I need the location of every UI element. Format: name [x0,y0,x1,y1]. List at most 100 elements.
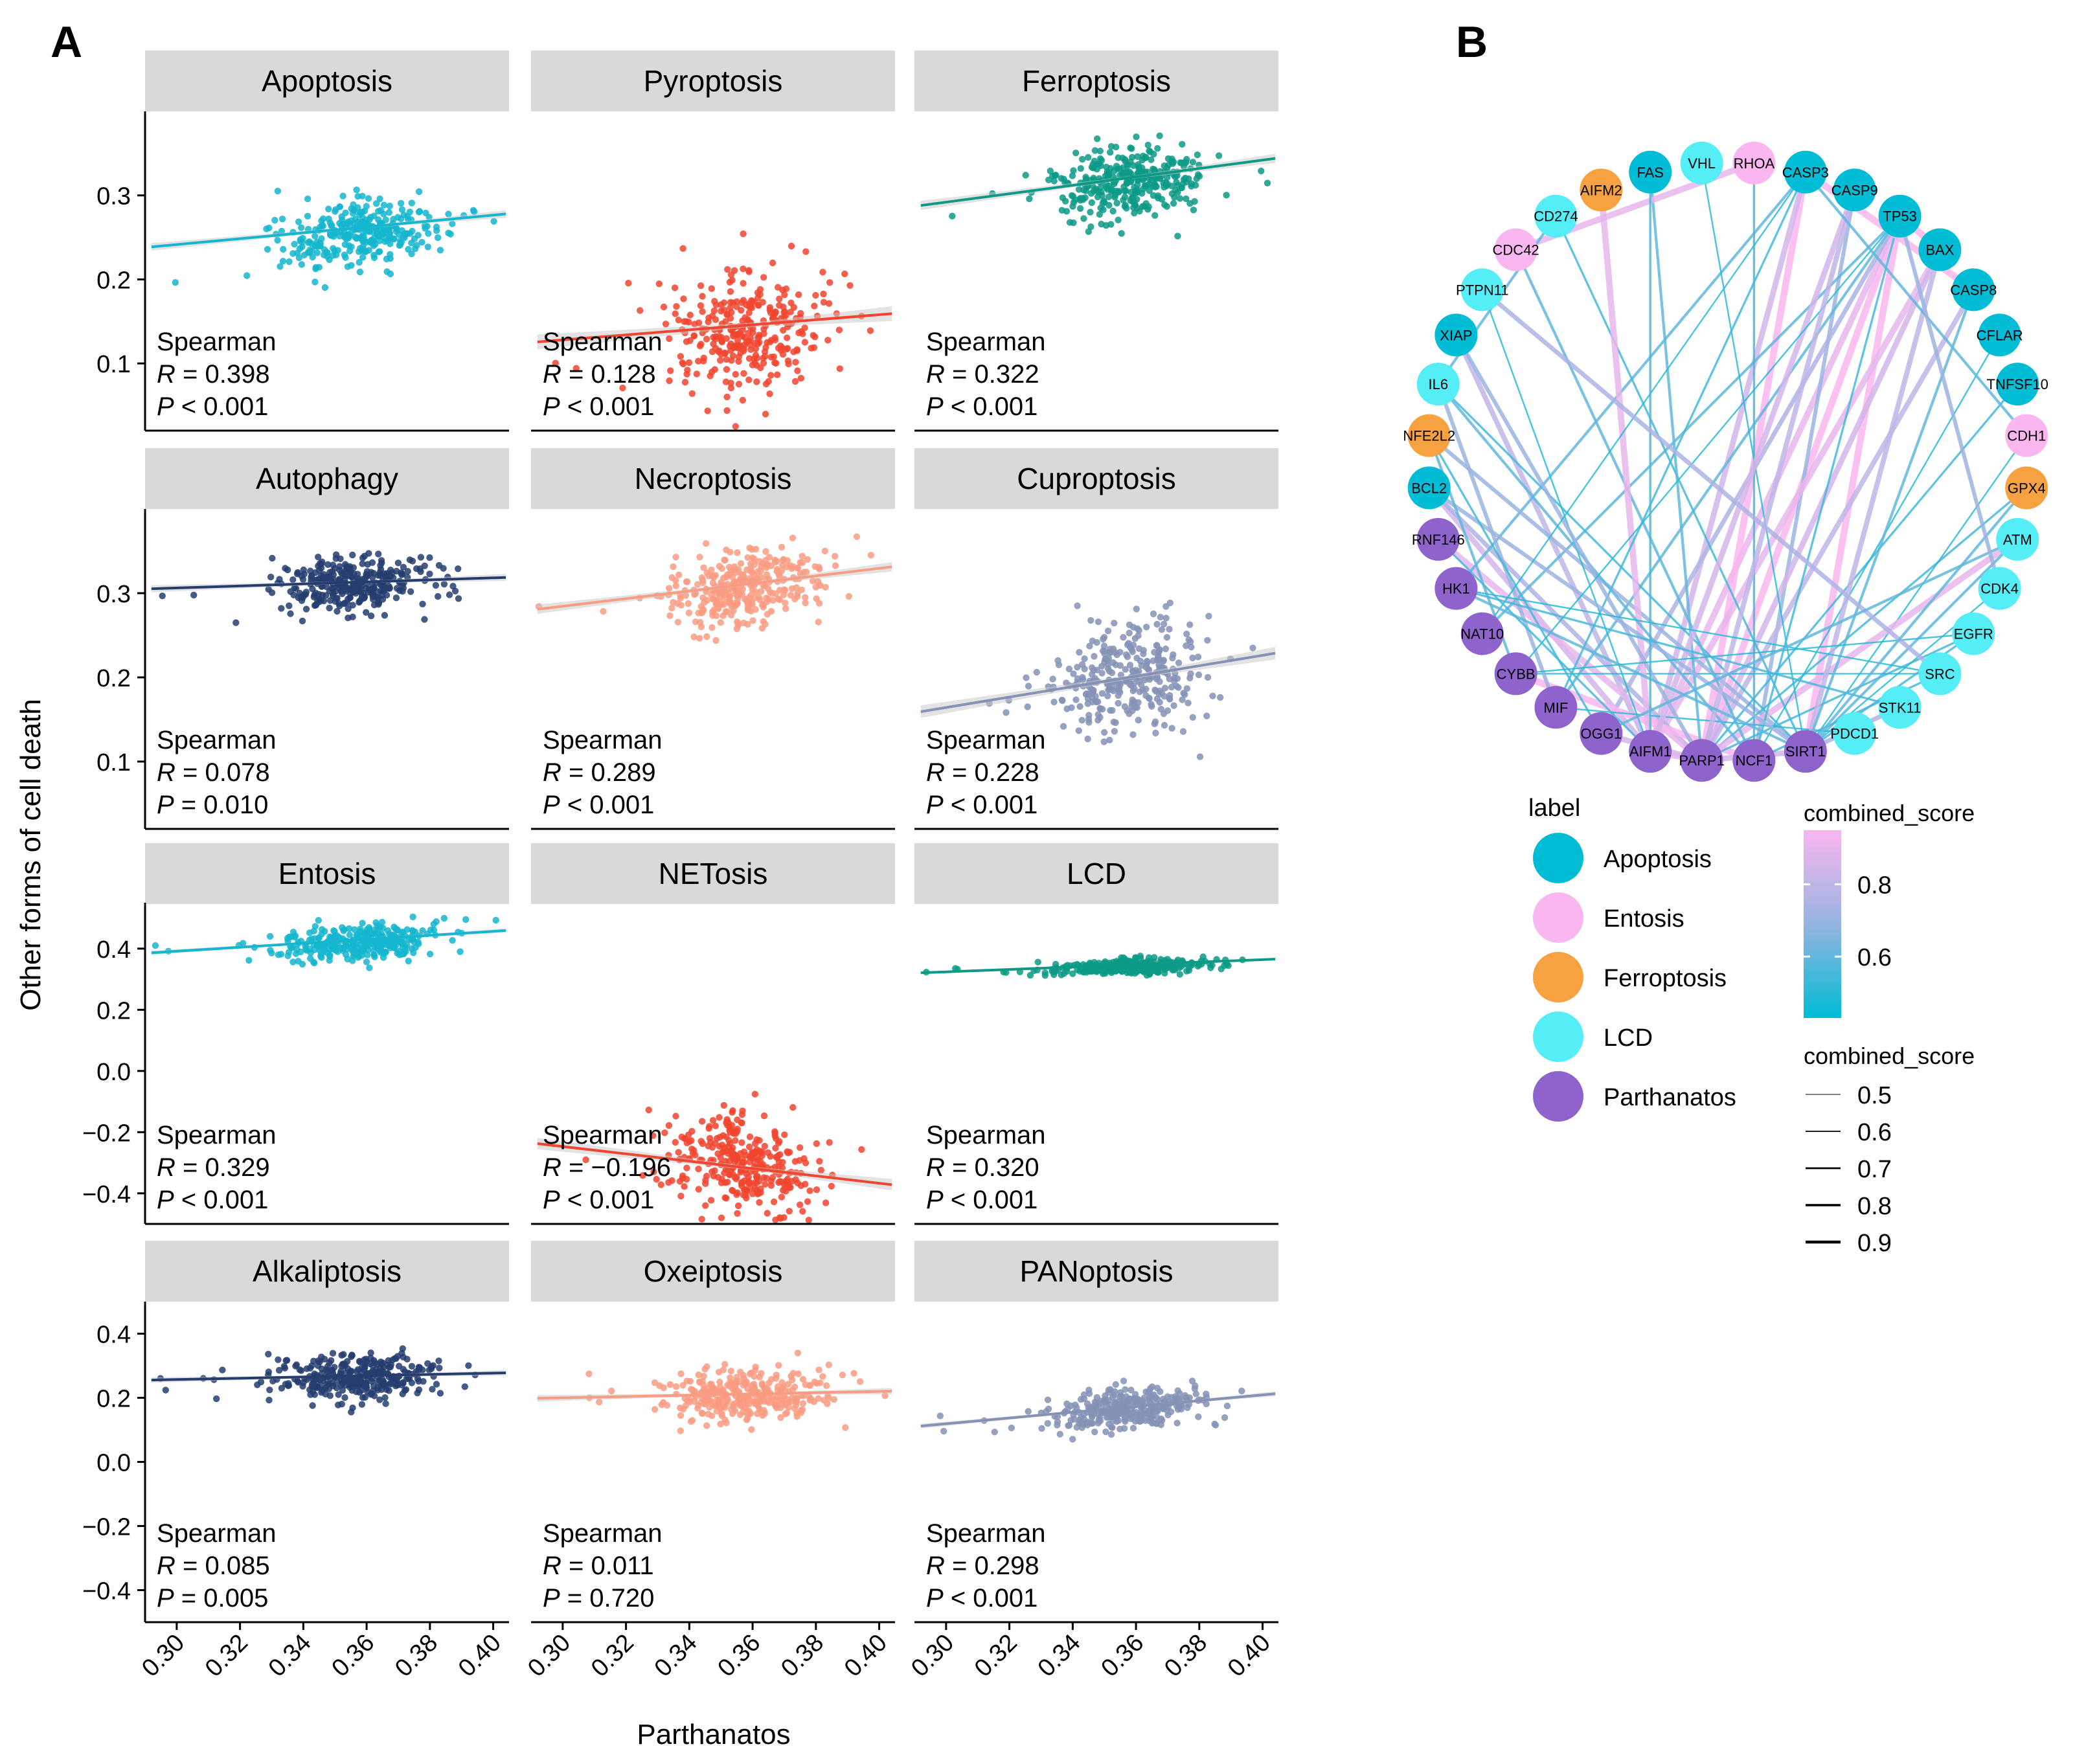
x-tick-label: 0.32 [200,1629,253,1682]
network-node [1580,712,1623,755]
scatter-point [336,576,343,583]
scatter-point [317,596,325,604]
network-node [1407,414,1451,457]
scatter-point [1129,707,1136,714]
scatter-point [370,1383,378,1390]
scatter-point [317,953,324,960]
scatter-point [841,270,848,278]
scatter-point [781,308,788,315]
scatter-point [338,944,346,951]
scatter-point [1054,657,1061,664]
network-node [1580,168,1623,212]
scatter-point [778,1386,786,1393]
network-node-label: EGFR [1954,626,1993,642]
scatter-point [735,587,742,595]
regression-line [151,576,506,591]
scatter-point [696,554,703,561]
network-node [1680,141,1723,185]
scatter-point [779,1159,786,1166]
scatter-point [799,1208,806,1215]
scatter-point [763,1175,770,1182]
scatter-point [363,958,370,966]
scatter-point [462,916,470,923]
scatter-point [666,1381,674,1388]
network-edge [1437,383,1755,762]
network-edge [1436,383,1558,708]
scatter-point [364,561,371,568]
scatter-point [672,1383,680,1390]
scatter-point [1238,1387,1245,1395]
network-node [1784,730,1827,773]
scatter-point [395,1363,403,1370]
scatter-point [836,365,844,372]
scatter-point [729,1186,736,1194]
stat-r-symbol: R [926,758,945,787]
scatter-point [1094,194,1102,201]
scatter-point [761,1142,769,1150]
scatter-point [425,230,432,237]
scatter-point [801,339,809,346]
stat-method: Spearman [926,328,1046,356]
scatter-point [365,924,373,931]
network-edge [1648,188,1857,752]
network-edge [1454,334,1704,762]
network-node [1918,228,1962,271]
scatter-point [751,561,758,569]
scatter-point [743,1170,750,1178]
scatter-point [1107,221,1115,228]
scatter-point [745,309,753,317]
scatter-point [802,594,809,601]
scatter-point [1174,1419,1181,1427]
scatter-point [358,1401,366,1408]
facet-title: Entosis [278,857,376,890]
network-edge [1804,171,2028,436]
scatter-point [409,913,416,921]
network-edge [1428,486,1807,753]
scatter-point [297,948,304,956]
scatter-point [409,558,416,565]
scatter-point [336,232,343,240]
scatter-point [670,563,677,571]
scatter-point [819,269,826,276]
scatter-point [751,1140,759,1148]
scatter-point [338,213,345,220]
scatter-point [304,212,312,220]
network-node-label: IL6 [1428,376,1448,392]
x-tick-label: 0.36 [1096,1629,1149,1682]
y-tick-label: 0.4 [96,1322,131,1349]
scatter-point [271,216,278,224]
scatter-point [356,211,363,218]
scatter-point [777,1215,784,1222]
scatter-point [705,1410,712,1418]
scatter-point [655,280,663,288]
scatter-point [726,278,734,286]
stat-r: R = 0.078 [157,758,270,787]
scatter-point [1050,177,1058,185]
scatter-point [1120,1377,1128,1385]
scatter-point [749,554,756,561]
scatter-point [286,258,293,266]
network-edge [1437,538,1651,752]
scatter-point [667,367,674,374]
scatter-point [387,240,394,247]
scatter-point [1106,736,1113,744]
scatter-point [369,593,376,600]
scatter-point [1076,205,1084,212]
scatter-point [767,1182,775,1189]
network-node-label: AIFM2 [1580,182,1622,198]
scatter-point [1100,633,1108,641]
scatter-point [1129,153,1136,161]
scatter-point [699,1394,706,1402]
scatter-point [1065,665,1073,673]
scatter-point [1139,1415,1147,1422]
network-edge [1515,215,1901,675]
network-edge [1701,633,1974,762]
scatter-point [1157,705,1165,713]
scatter-point [364,1388,371,1396]
scatter-point [677,353,685,360]
network-node-label: SIRT1 [1786,743,1826,760]
legend-label-item: Apoptosis [1604,846,1712,873]
scatter-point [657,1181,664,1188]
network-edge [1699,189,1857,762]
scatter-point [385,232,392,239]
